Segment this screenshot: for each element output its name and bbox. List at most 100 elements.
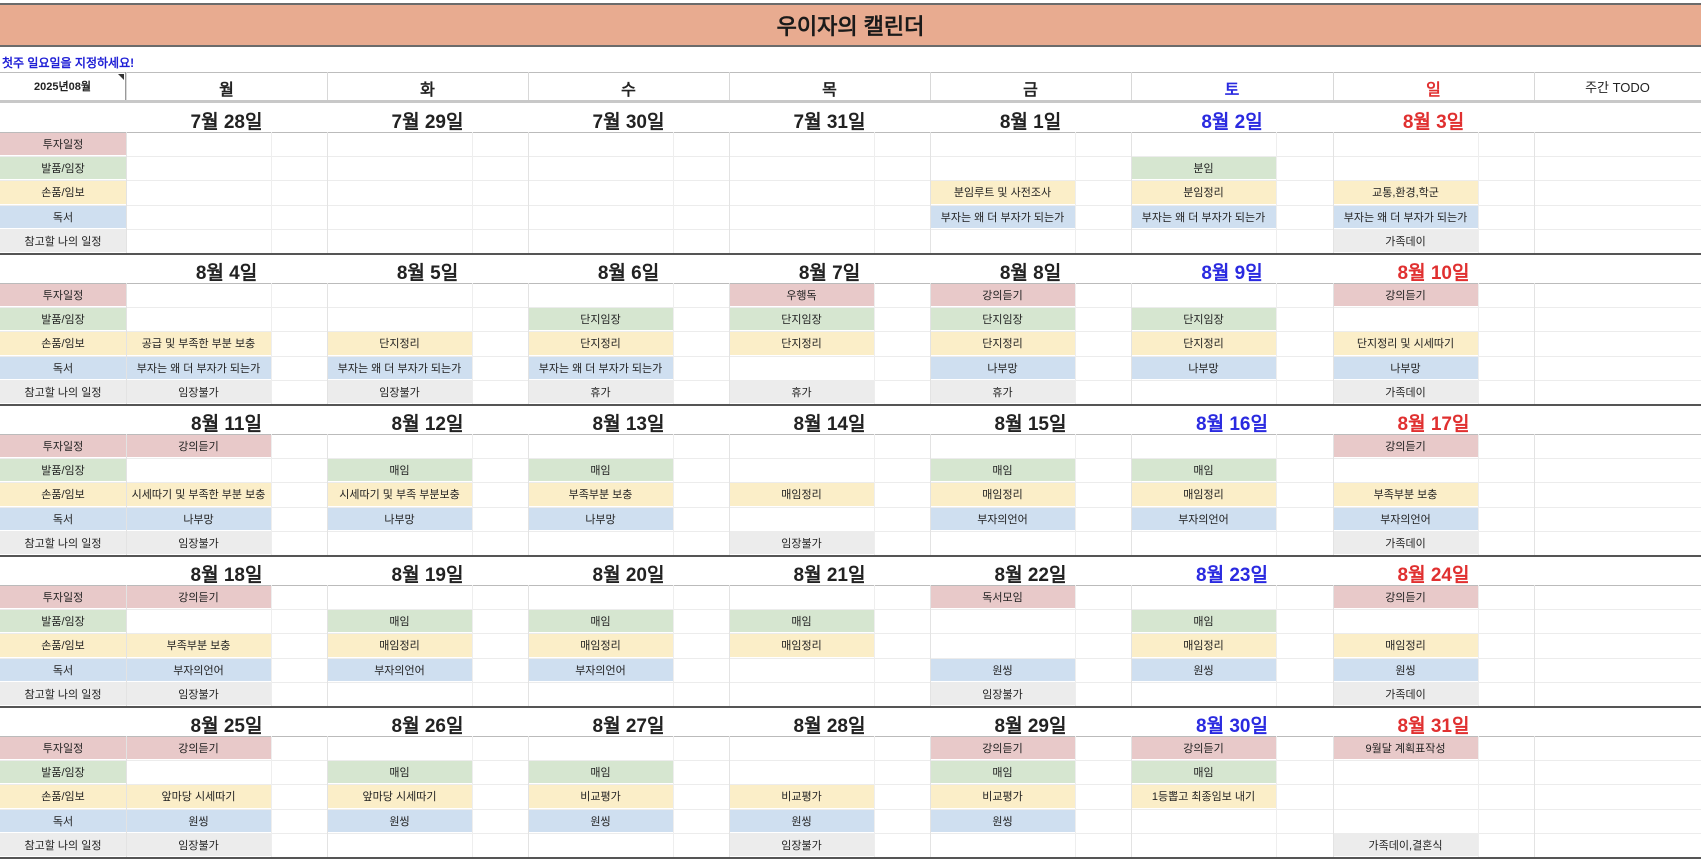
event-cell[interactable]: 원씽 bbox=[930, 658, 1075, 681]
event-cell[interactable] bbox=[126, 610, 271, 632]
event-cell[interactable] bbox=[528, 157, 673, 179]
event-cell[interactable] bbox=[930, 230, 1075, 252]
event-cell[interactable]: 강의듣기 bbox=[930, 737, 1075, 760]
event-cell[interactable]: 분임 bbox=[1131, 157, 1276, 180]
event-cell[interactable]: 가족데이 bbox=[1333, 380, 1478, 403]
event-cell[interactable]: 비교평가 bbox=[930, 785, 1075, 808]
event-cell[interactable] bbox=[1131, 532, 1276, 554]
event-cell[interactable]: 앞마당 시세따기 bbox=[327, 785, 472, 808]
event-cell[interactable]: 매임정리 bbox=[1131, 483, 1276, 506]
event-cell[interactable]: 휴가 bbox=[729, 380, 874, 403]
event-cell[interactable] bbox=[930, 834, 1075, 856]
event-cell[interactable]: 나부망 bbox=[126, 507, 271, 530]
event-cell[interactable] bbox=[1333, 761, 1478, 783]
event-cell[interactable]: 강의듣기 bbox=[1131, 737, 1276, 760]
event-cell[interactable]: 휴가 bbox=[528, 380, 673, 403]
event-cell[interactable]: 부자는 왜 더 부자가 되는가 bbox=[327, 356, 472, 379]
event-cell[interactable] bbox=[126, 230, 271, 252]
event-cell[interactable]: 강의듣기 bbox=[1333, 284, 1478, 307]
event-cell[interactable]: 부자의언어 bbox=[1131, 507, 1276, 530]
event-cell[interactable]: 매임 bbox=[729, 610, 874, 633]
event-cell[interactable]: 원씽 bbox=[126, 809, 271, 832]
event-cell[interactable] bbox=[1333, 810, 1478, 832]
event-cell[interactable] bbox=[528, 181, 673, 203]
filter-corner-icon[interactable] bbox=[118, 74, 124, 80]
event-cell[interactable] bbox=[1131, 683, 1276, 705]
event-cell[interactable]: 부족부분 보충 bbox=[126, 634, 271, 657]
event-cell[interactable]: 매임정리 bbox=[729, 634, 874, 657]
event-cell[interactable]: 원씽 bbox=[528, 809, 673, 832]
event-cell[interactable] bbox=[327, 737, 472, 759]
event-cell[interactable] bbox=[1333, 157, 1478, 179]
event-cell[interactable]: 부자는 왜 더 부자가 되는가 bbox=[1131, 205, 1276, 228]
event-cell[interactable]: 매임 bbox=[528, 761, 673, 784]
event-cell[interactable]: 매임 bbox=[930, 761, 1075, 784]
event-cell[interactable] bbox=[729, 683, 874, 705]
event-cell[interactable]: 매임정리 bbox=[327, 634, 472, 657]
event-cell[interactable] bbox=[1131, 284, 1276, 306]
event-cell[interactable]: 단지정리 bbox=[528, 332, 673, 355]
event-cell[interactable] bbox=[729, 459, 874, 481]
event-cell[interactable] bbox=[528, 683, 673, 705]
event-cell[interactable]: 강의듣기 bbox=[1333, 435, 1478, 458]
event-cell[interactable]: 부자는 왜 더 부자가 되는가 bbox=[528, 356, 673, 379]
event-cell[interactable]: 시세따기 및 부족한 부분 보충 bbox=[126, 483, 271, 506]
event-cell[interactable]: 강의듣기 bbox=[126, 435, 271, 458]
event-cell[interactable]: 공급 및 부족한 부분 보충 bbox=[126, 332, 271, 355]
event-cell[interactable]: 임장불가 bbox=[729, 531, 874, 554]
event-cell[interactable]: 매임 bbox=[1131, 610, 1276, 633]
event-cell[interactable] bbox=[528, 133, 673, 155]
event-cell[interactable]: 독서모임 bbox=[930, 586, 1075, 609]
event-cell[interactable]: 단지정리 bbox=[930, 332, 1075, 355]
event-cell[interactable]: 분임루트 및 사전조사 bbox=[930, 181, 1075, 204]
event-cell[interactable] bbox=[729, 586, 874, 608]
event-cell[interactable]: 매임정리 bbox=[930, 483, 1075, 506]
event-cell[interactable] bbox=[126, 157, 271, 179]
event-cell[interactable] bbox=[327, 308, 472, 330]
event-cell[interactable]: 나부망 bbox=[327, 507, 472, 530]
event-cell[interactable]: 가족데이,결혼식 bbox=[1333, 833, 1478, 856]
event-cell[interactable]: 임장불가 bbox=[327, 380, 472, 403]
event-cell[interactable]: 부자의언어 bbox=[930, 507, 1075, 530]
event-cell[interactable] bbox=[327, 532, 472, 554]
event-cell[interactable]: 원씽 bbox=[930, 809, 1075, 832]
event-cell[interactable]: 임장불가 bbox=[126, 682, 271, 705]
event-cell[interactable]: 분임정리 bbox=[1131, 181, 1276, 204]
event-cell[interactable]: 시세따기 및 부족 부분보충 bbox=[327, 483, 472, 506]
event-cell[interactable] bbox=[729, 737, 874, 759]
event-cell[interactable]: 임장불가 bbox=[126, 833, 271, 856]
event-cell[interactable]: 원씽 bbox=[327, 809, 472, 832]
event-cell[interactable]: 부자의언어 bbox=[528, 658, 673, 681]
event-cell[interactable] bbox=[930, 435, 1075, 457]
event-cell[interactable] bbox=[1333, 785, 1478, 807]
event-cell[interactable] bbox=[327, 206, 472, 228]
event-cell[interactable] bbox=[930, 133, 1075, 155]
event-cell[interactable] bbox=[327, 683, 472, 705]
event-cell[interactable]: 매임 bbox=[528, 459, 673, 482]
event-cell[interactable] bbox=[1131, 230, 1276, 252]
event-cell[interactable] bbox=[126, 459, 271, 481]
event-cell[interactable]: 1등뽑고 최종임보 내기 bbox=[1131, 785, 1276, 808]
event-cell[interactable]: 매임 bbox=[1131, 761, 1276, 784]
event-cell[interactable] bbox=[528, 230, 673, 252]
event-cell[interactable] bbox=[1131, 133, 1276, 155]
event-cell[interactable] bbox=[729, 181, 874, 203]
event-cell[interactable] bbox=[930, 157, 1075, 179]
event-cell[interactable]: 임장불가 bbox=[126, 380, 271, 403]
event-cell[interactable] bbox=[729, 157, 874, 179]
event-cell[interactable]: 단지정리 및 시세따기 bbox=[1333, 332, 1478, 355]
event-cell[interactable] bbox=[126, 308, 271, 330]
event-cell[interactable] bbox=[327, 586, 472, 608]
event-cell[interactable] bbox=[1131, 810, 1276, 832]
event-cell[interactable] bbox=[729, 357, 874, 379]
event-cell[interactable]: 매임 bbox=[930, 459, 1075, 482]
event-cell[interactable]: 부자의언어 bbox=[1333, 507, 1478, 530]
event-cell[interactable] bbox=[729, 230, 874, 252]
event-cell[interactable]: 부자의언어 bbox=[126, 658, 271, 681]
event-cell[interactable] bbox=[327, 834, 472, 856]
event-cell[interactable] bbox=[729, 133, 874, 155]
event-cell[interactable]: 가족데이 bbox=[1333, 531, 1478, 554]
event-cell[interactable] bbox=[729, 659, 874, 681]
event-cell[interactable]: 원씽 bbox=[1333, 658, 1478, 681]
event-cell[interactable] bbox=[729, 508, 874, 530]
